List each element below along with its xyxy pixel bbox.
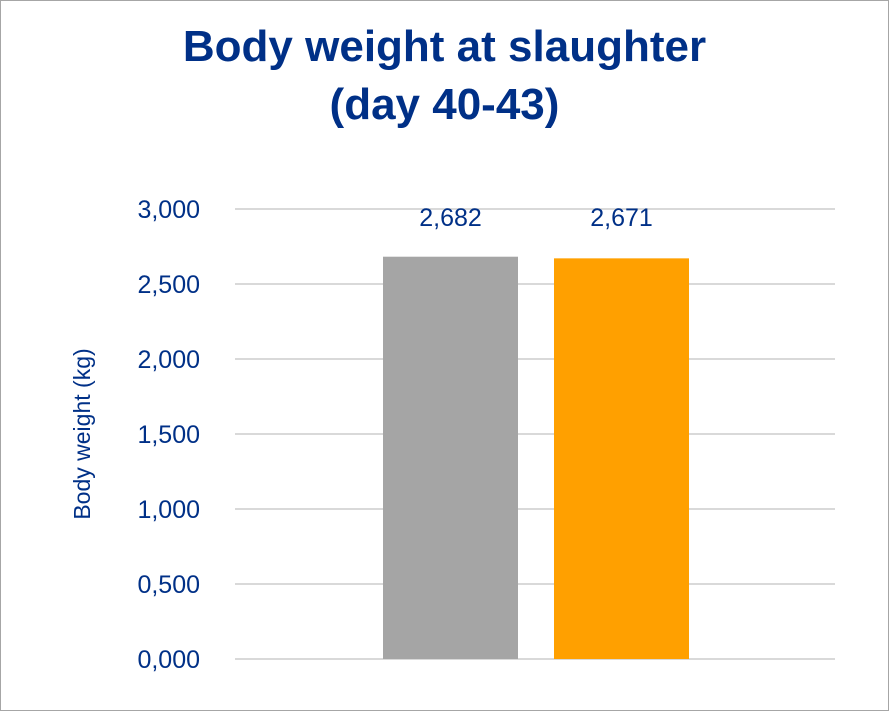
bars [383, 256, 689, 659]
y-tick-label: 0,500 [137, 571, 200, 599]
y-tick-label: 1,500 [137, 421, 200, 449]
y-tick-label: 2,000 [137, 346, 200, 374]
chart-subtitle: (day 40-43) [329, 80, 560, 129]
y-tick-label: 2,500 [137, 271, 200, 299]
y-tick-label: 0,000 [137, 646, 200, 674]
bar-2 [554, 258, 689, 659]
y-tick-label: 3,000 [137, 196, 200, 224]
y-tick-label: 1,000 [137, 496, 200, 524]
y-axis-ticks: 0,000 0,500 1,000 1,500 2,000 2,500 3,000 [137, 196, 200, 674]
y-axis-label: Body weight (kg) [69, 348, 95, 519]
chart-title: Body weight at slaughter [182, 22, 707, 71]
gridlines [235, 208, 835, 660]
data-label-1: 2,682 [419, 204, 482, 232]
bar-1 [383, 256, 518, 659]
data-labels: 2,682 2,671 [419, 204, 653, 232]
chart-title-block: Body weight at slaughter (day 40-43) [0, 18, 889, 134]
data-label-2: 2,671 [590, 204, 653, 232]
